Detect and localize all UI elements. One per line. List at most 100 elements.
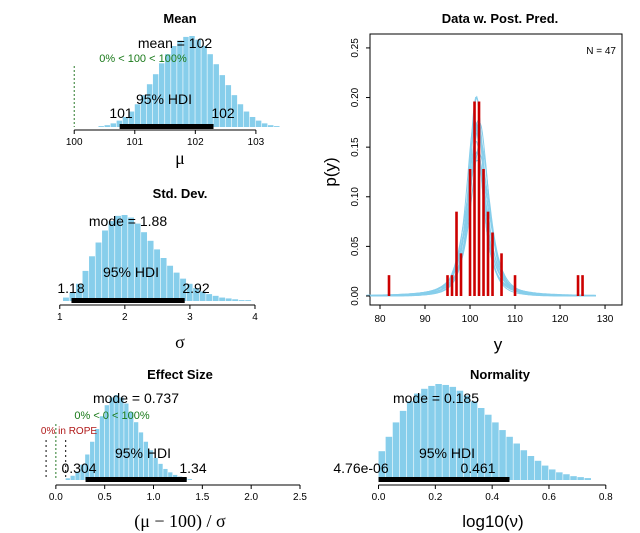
postpred-y-tick-label: 0.15 [350,137,361,157]
panel-0-histogram-bar [249,116,256,127]
panel-3-histogram-bar [414,393,421,480]
panel-3-histogram-bar [584,478,591,480]
panel-0-histogram-bar [122,116,129,127]
panel-2-histogram-bar [187,479,192,480]
panel-sd-hdi-high: 2.92 [182,280,209,296]
panel-0-histogram-bar [189,36,195,127]
panel-0-histogram-bar [165,54,171,128]
panel-0-histogram-bar [201,46,207,128]
data-histogram-bar [473,101,476,296]
panel-postpred-xlabel: y [494,335,503,354]
data-histogram-bar [581,275,584,296]
data-histogram-bar [459,253,463,296]
panel-3-histogram-bar [421,388,428,480]
panel-2-histogram-bar [75,471,80,480]
data-histogram-bar [491,232,494,296]
panel-1-histogram-bar [154,249,161,301]
postpred-x-tick-label: 90 [419,314,431,325]
data-histogram-bar [482,168,485,296]
panel-2-histogram-bar [153,457,158,480]
panel-normality-hdi-label: 95% HDI [419,445,475,461]
panel-3-histogram-bar [378,451,386,480]
panel-0-histogram-bar [274,126,280,127]
panel-3-tick-label: 0.4 [485,492,499,503]
panel-postpred: Data w. Post. Pred. 80 90 100 110 120 130 0.0… [321,11,623,354]
panel-2-histogram-bar [114,395,119,480]
panel-0-histogram-bar [255,120,262,127]
panel-mean: Mean 0% < 100 < 100% mean = 102 95% HDI … [66,11,280,168]
panel-postpred-ylabel: p(y) [321,157,340,186]
panel-2-histogram-bar [143,441,149,480]
panel-1-histogram-bar [193,288,200,301]
panel-3-histogram-bar [435,384,442,480]
panel-1-histogram-bar [180,278,187,301]
panel-postpred-curves [366,95,597,297]
panel-3-histogram-bar [463,395,471,480]
panel-2-histogram-bar [129,412,134,480]
panel-0-histogram-bar [116,120,123,127]
panel-1-tick-label: 3 [187,312,193,323]
panel-1-histogram-bar [199,291,206,301]
panel-mean-xlabel: μ [175,148,185,168]
panel-1-histogram-bar [89,256,95,301]
panel-1-histogram-bar [134,223,141,301]
panel-sd-xlabel: σ [175,332,185,352]
panel-2-tick-label: 1.0 [147,492,161,503]
panel-3-histogram-bar [506,436,513,480]
panel-sd-hdi-low: 1.18 [57,280,84,296]
panel-2-histogram-bar [94,429,100,480]
panel-3-histogram-bar [548,469,556,480]
panel-1-histogram-bar [160,258,167,301]
data-histogram-bar [387,275,391,296]
panel-0-histogram-bar [104,125,110,127]
panel-effect-mode-label: mode = 0.737 [93,390,179,406]
panel-2-histogram-bar [65,478,70,480]
panel-normality-hdi-high: 0.461 [460,460,495,476]
panel-0-tick-label: 101 [126,137,143,148]
data-histogram-bar [477,101,481,296]
postpred-x-tick-label: 100 [462,314,479,325]
panel-3-histogram-bar [570,476,577,480]
panel-3-histogram-bar [556,472,563,480]
panel-effect-hdi-low: 0.304 [61,460,96,476]
panel-normality-title: Normality [470,367,531,382]
panel-0-histogram-bar [195,39,201,127]
panel-3-tick-label: 0.6 [542,492,556,503]
panel-2-histogram-bar [138,432,144,480]
postpred-y-tick-label: 0.25 [350,38,361,58]
panel-3-histogram-bar [428,385,435,480]
panel-1-histogram-bar [82,270,89,301]
panel-3-histogram-bar [449,386,457,480]
panel-3-tick-label: 0.2 [428,492,442,503]
panel-effect-hdi-bar [85,477,187,482]
panel-postpred-x-axis: 80 90 100 110 120 130 [374,305,614,325]
panel-postpred-title: Data w. Post. Pred. [442,11,559,26]
panel-1-histogram-bar [147,240,154,301]
panel-effect-rope-label: 0% in ROPE [41,426,97,437]
posterior-predictive-curve [366,120,596,297]
postpred-x-tick-label: 110 [507,314,523,325]
panel-mean-hdi-low: 101 [109,105,133,121]
panel-sd-mode-label: mode = 1.88 [89,213,167,229]
data-histogram-bar [468,168,472,296]
panel-1-histogram-bar [225,298,232,301]
panel-3-histogram-bar [477,408,485,480]
panel-1-histogram-bar [219,297,226,301]
panel-0-histogram-bar [152,74,159,127]
panel-mean-mode-label: mean = 102 [138,35,213,51]
panel-effect-x-axis: 0.0 0.5 1.0 1.5 2.0 2.5 [49,484,307,503]
panel-1-histogram-bar [69,292,76,301]
panel-3-histogram-bar [527,456,535,480]
panel-2-histogram-bar [99,416,105,480]
data-histogram-bar [455,211,458,296]
panel-3-tick-label: 0.8 [599,492,613,503]
panel-effect-hdi-high: 1.34 [179,460,206,476]
panel-0-histogram-bar [171,46,177,128]
panel-1-histogram-bar [108,221,115,301]
panel-1-tick-label: 1 [57,312,63,323]
data-histogram-bar [500,253,503,296]
data-histogram-bar [486,211,490,296]
panel-0-histogram-bar [140,95,147,127]
data-histogram-bar [576,275,580,296]
